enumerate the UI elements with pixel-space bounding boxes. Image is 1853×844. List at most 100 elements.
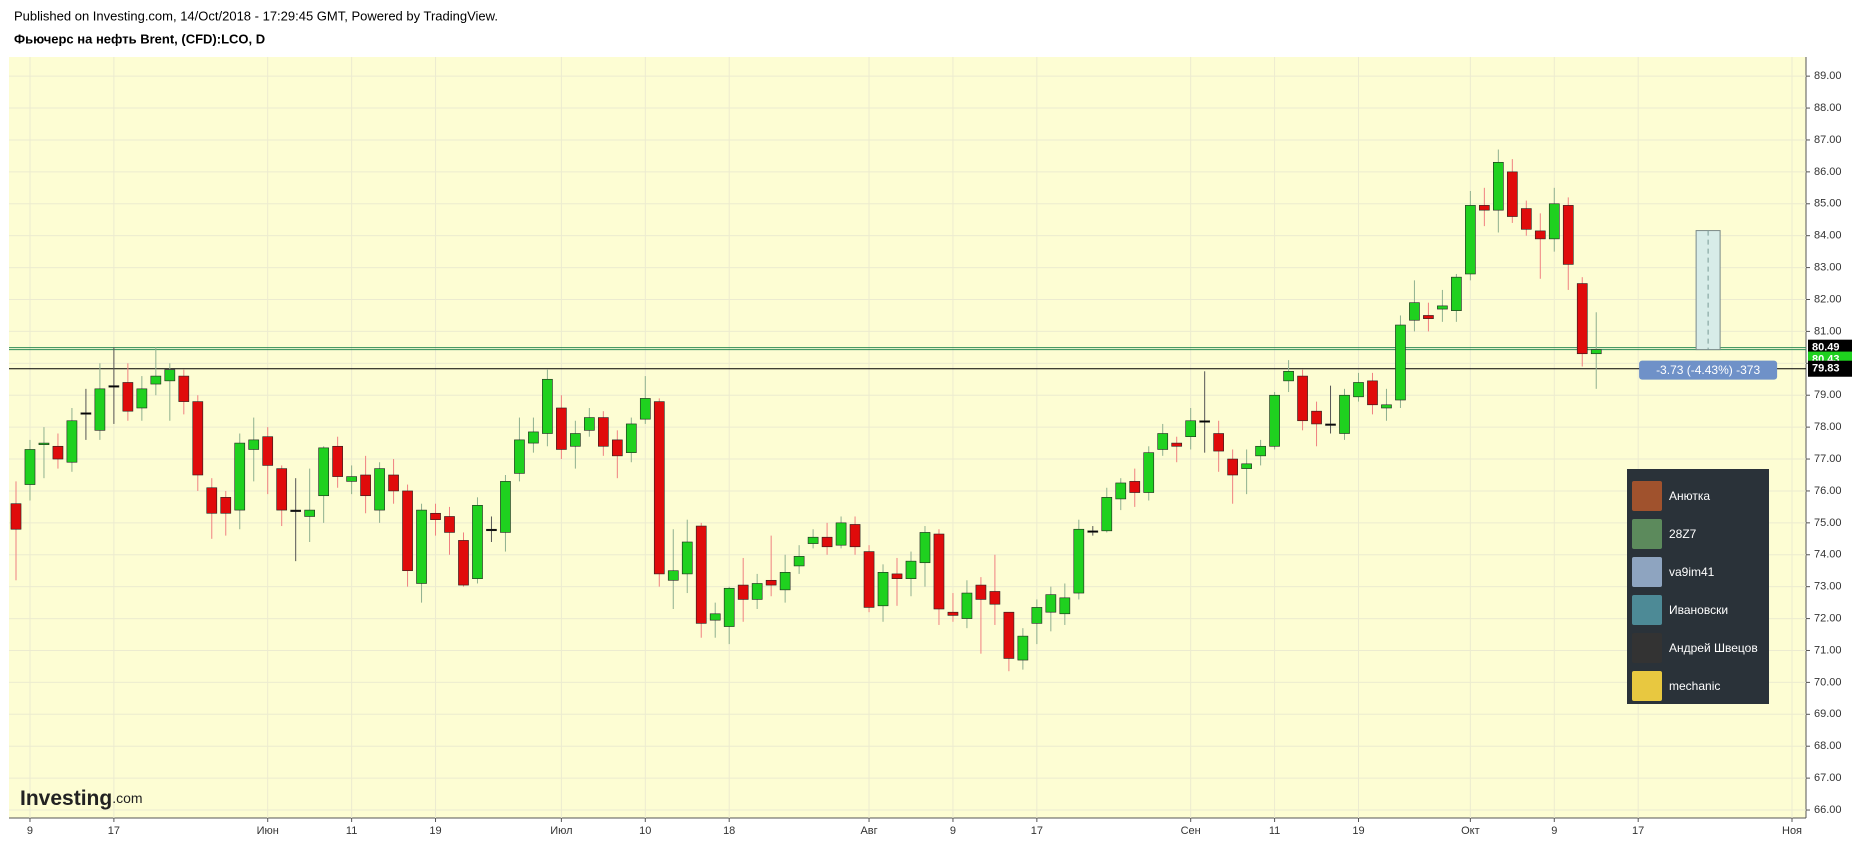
candle-body [500, 481, 511, 533]
y-tick-label: 79.00 [1814, 389, 1842, 401]
candle-body [1493, 161, 1504, 211]
candle-body [1465, 205, 1476, 275]
candle-body [1101, 497, 1113, 532]
candle-body [1269, 394, 1280, 447]
measure-label-bg [1639, 360, 1778, 380]
y-tick-label: 83.00 [1814, 261, 1842, 273]
candle-body [1199, 420, 1211, 423]
candle-body [989, 591, 1001, 605]
candle-body [1297, 375, 1308, 422]
user-name: mechanic [1669, 679, 1721, 693]
candle-body [402, 490, 413, 572]
candle-body [150, 375, 162, 385]
avatar [1632, 481, 1662, 511]
x-tick-label: 11 [1269, 825, 1280, 837]
candle-body [1087, 530, 1099, 533]
candle-body [598, 417, 609, 447]
candle-body [108, 385, 120, 388]
candle-body [793, 556, 805, 567]
candle-body [1171, 442, 1183, 447]
candle-body [346, 476, 357, 482]
candle-body [1325, 423, 1336, 426]
candle-body [1506, 171, 1518, 217]
chat-user[interactable]: Андрей Швецов [1627, 629, 1769, 667]
candle-body [1423, 315, 1434, 319]
candle-body [1353, 382, 1364, 398]
candle-body [122, 382, 134, 412]
candle-body [1451, 276, 1462, 311]
y-tick-label: 86.00 [1814, 166, 1842, 178]
candle-body [248, 439, 260, 450]
x-tick-label: 17 [1632, 825, 1644, 837]
candle-body [667, 570, 679, 581]
candle-body [1339, 394, 1350, 434]
chat-user[interactable]: mechanic [1627, 667, 1769, 705]
chat-panel: Анютка 28Z7 va9im41 Ивановски Андрей Швецов m… [1627, 469, 1769, 704]
candle-body [863, 551, 875, 608]
candle-body [1548, 203, 1560, 240]
candle-body [1590, 349, 1602, 355]
y-tick-label: 68.00 [1814, 740, 1842, 752]
candle-body [1576, 283, 1588, 355]
y-tick-label: 73.00 [1814, 581, 1842, 593]
user-name: Андрей Швецов [1669, 641, 1758, 655]
chat-user[interactable]: va9im41 [1627, 553, 1769, 591]
user-name: Ивановски [1669, 603, 1729, 617]
candle-body [751, 583, 763, 600]
x-tick-label: 9 [1551, 825, 1557, 837]
y-tick-label: 85.00 [1814, 198, 1842, 210]
candle-body [849, 524, 861, 548]
candle-body [1031, 607, 1043, 624]
watermark-brand: Investing [20, 787, 112, 810]
y-tick-label: 82.00 [1814, 293, 1842, 305]
candle-body [1409, 302, 1420, 321]
candle-body [961, 592, 973, 619]
candle-body [10, 503, 22, 530]
candle-body [639, 398, 651, 420]
y-tick-label: 72.00 [1814, 612, 1842, 624]
candle-body [472, 505, 483, 579]
y-tick-label: 78.00 [1814, 421, 1842, 433]
candle-body [1520, 208, 1532, 230]
candle-body [234, 442, 246, 511]
candle-body [695, 525, 707, 624]
candle-body [1059, 597, 1071, 615]
candle-body [1045, 594, 1057, 613]
candle-body [1311, 410, 1322, 425]
candle-body [1367, 380, 1378, 406]
chat-user[interactable]: Ивановски [1627, 591, 1769, 629]
candle-body [1562, 205, 1574, 265]
candle-body [737, 584, 749, 600]
y-tick-label: 77.00 [1814, 453, 1842, 465]
y-tick-label: 84.00 [1814, 230, 1842, 242]
candle-body [821, 536, 833, 548]
candle-body [1115, 482, 1127, 500]
y-tick-label: 71.00 [1814, 644, 1842, 656]
candle-body [765, 579, 777, 586]
candle-body [52, 445, 64, 460]
candle-body [360, 474, 371, 497]
candle-body [24, 449, 36, 485]
candle-body [430, 512, 441, 520]
measure-label: -3.73 (-4.43%) -373 [1656, 363, 1760, 377]
candle-body [206, 487, 218, 514]
candle-body [947, 611, 959, 616]
candle-body [877, 572, 889, 607]
x-tick-label: 19 [429, 825, 441, 837]
candle-body [891, 573, 903, 579]
candle-body [290, 509, 302, 512]
candle-body [1017, 635, 1029, 661]
x-tick-label: Июл [550, 825, 572, 837]
chat-user[interactable]: 28Z7 [1627, 515, 1769, 553]
avatar [1632, 519, 1662, 549]
candle-body [164, 369, 176, 382]
y-tick-label: 88.00 [1814, 102, 1842, 114]
x-tick-label: 18 [723, 825, 735, 837]
price-label-bg [1808, 360, 1852, 377]
y-tick-label: 89.00 [1814, 70, 1842, 82]
candle-body [262, 436, 274, 466]
candle-body [528, 431, 539, 444]
chat-user[interactable]: Анютка [1627, 477, 1769, 515]
watermark-suffix: .com [112, 790, 142, 806]
candle-body [38, 442, 50, 445]
